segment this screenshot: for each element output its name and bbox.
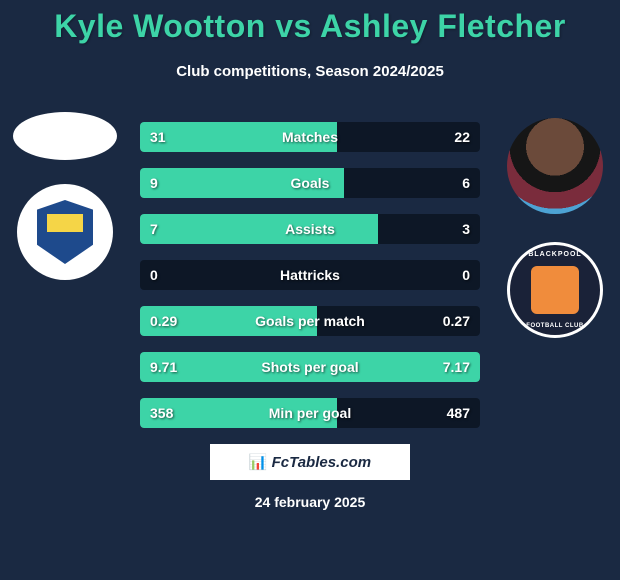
player-right-club-badge: BLACKPOOL FOOTBALL CLUB xyxy=(507,242,603,338)
stat-label: Min per goal xyxy=(269,405,351,421)
player-right-photo xyxy=(507,118,603,214)
stat-value-right: 0.27 xyxy=(443,313,470,329)
stat-label: Goals xyxy=(291,175,330,191)
stat-value-right: 0 xyxy=(462,267,470,283)
stat-row-gpm: 0.29 Goals per match 0.27 xyxy=(140,306,480,336)
stat-label: Shots per goal xyxy=(261,359,358,375)
stat-row-mpg: 358 Min per goal 487 xyxy=(140,398,480,428)
badge-text-top: BLACKPOOL xyxy=(528,251,581,258)
right-player-column: BLACKPOOL FOOTBALL CLUB xyxy=(500,118,610,338)
stat-label: Assists xyxy=(285,221,335,237)
stat-value-right: 22 xyxy=(454,129,470,145)
stat-bar-left xyxy=(140,214,378,244)
stat-row-hattricks: 0 Hattricks 0 xyxy=(140,260,480,290)
badge-text-bottom: FOOTBALL CLUB xyxy=(526,323,583,329)
left-player-column xyxy=(10,112,120,280)
stats-container: 31 Matches 22 9 Goals 6 7 Assists 3 0 Ha… xyxy=(140,122,480,428)
player-left-club-badge xyxy=(17,184,113,280)
stat-value-left: 9 xyxy=(150,175,158,191)
stat-row-matches: 31 Matches 22 xyxy=(140,122,480,152)
stat-row-goals: 9 Goals 6 xyxy=(140,168,480,198)
stat-value-right: 3 xyxy=(462,221,470,237)
footer-date: 24 february 2025 xyxy=(0,494,620,510)
stat-label: Hattricks xyxy=(280,267,340,283)
player-left-photo xyxy=(13,112,117,160)
chart-icon: 📊 xyxy=(249,453,268,471)
stat-label: Goals per match xyxy=(255,313,365,329)
comparison-subtitle: Club competitions, Season 2024/2025 xyxy=(0,63,620,80)
stat-value-left: 31 xyxy=(150,129,166,145)
comparison-title: Kyle Wootton vs Ashley Fletcher xyxy=(0,0,620,45)
stat-value-left: 358 xyxy=(150,405,173,421)
stat-label: Matches xyxy=(282,129,338,145)
stat-value-left: 0.29 xyxy=(150,313,177,329)
footer-brand-logo[interactable]: 📊 FcTables.com xyxy=(210,444,410,480)
stat-row-assists: 7 Assists 3 xyxy=(140,214,480,244)
stat-value-right: 7.17 xyxy=(443,359,470,375)
stat-value-left: 0 xyxy=(150,267,158,283)
stat-value-right: 487 xyxy=(447,405,470,421)
stat-value-left: 9.71 xyxy=(150,359,177,375)
stat-row-spg: 9.71 Shots per goal 7.17 xyxy=(140,352,480,382)
footer-brand-text: FcTables.com xyxy=(272,454,371,471)
stat-value-right: 6 xyxy=(462,175,470,191)
stat-value-left: 7 xyxy=(150,221,158,237)
